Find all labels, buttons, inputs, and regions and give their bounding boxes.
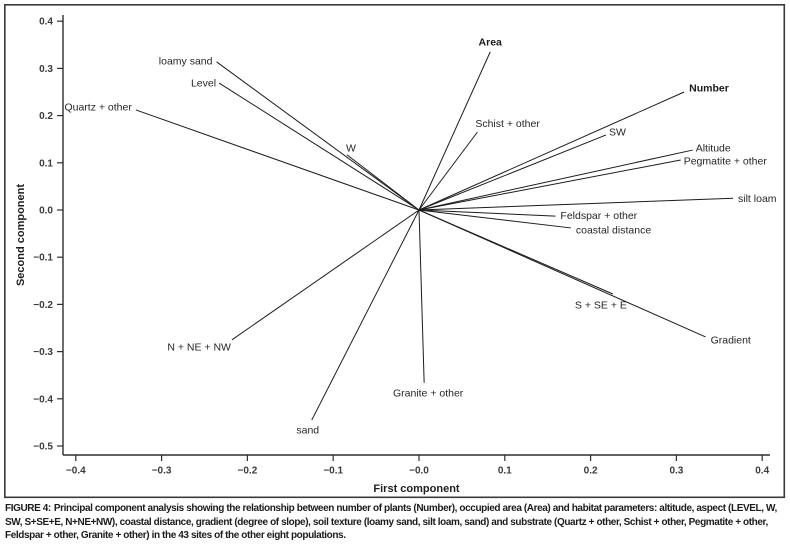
x-tick-label: −0.4 (66, 466, 86, 477)
pca-vector-label-feldspar-other: Feldspar + other (560, 210, 637, 222)
pca-vector-label-area: Area (479, 37, 503, 49)
pca-vector-label-gradient: Gradient (711, 335, 751, 347)
pca-vector-line-coastal-distance (418, 209, 571, 229)
pca-vector-line-gradient (418, 209, 706, 338)
pca-vector-label-w: W (346, 142, 356, 154)
x-tick-label: −0.0 (409, 466, 429, 477)
pca-vector-label-silt-loam: silt loam (738, 193, 777, 205)
y-tick-label: −0.1 (33, 253, 53, 264)
pca-vector-line-w (346, 154, 420, 211)
pca-vector-label-number: Number (689, 83, 729, 95)
y-tick-label: 0.3 (39, 64, 53, 75)
x-tick-label: 0.3 (669, 466, 683, 477)
pca-vector-line-pegmatite-other (418, 159, 681, 211)
pca-vector-line-altitude (418, 149, 693, 211)
pca-biplot-chart: 0.4 0.3 0.2 0.1 0.0 −0.1 −0.2 −0.3 −0.4 −0.5 −0.4 −… (4, 4, 786, 499)
pca-vector-line-feldspar-other (418, 209, 556, 217)
y-tick-label: 0.2 (39, 111, 53, 122)
pca-vector-label-quartz-other: Quartz + other (64, 102, 132, 114)
pca-vector-line-granite-other (418, 209, 425, 383)
x-axis-title: First component (373, 483, 460, 495)
pca-vector-label-sand: sand (296, 425, 319, 437)
pca-vector-line-silt-loam (418, 197, 734, 211)
y-axis-title: Second component (15, 184, 27, 286)
pca-vector-label-coastal-distance: coastal distance (576, 225, 651, 237)
figure-border (4, 4, 786, 499)
y-tick-label: −0.4 (33, 394, 53, 405)
y-tick-label: 0.1 (39, 158, 53, 169)
x-tick-label: 0.4 (755, 466, 769, 477)
x-tick-label: −0.3 (152, 466, 172, 477)
pca-vector-label-altitude: Altitude (696, 143, 731, 155)
pca-vector-label-pegmatite-other: Pegmatite + other (684, 156, 768, 168)
y-tick-label: −0.5 (33, 442, 53, 453)
pca-vector-label-sw: SW (609, 127, 626, 139)
y-tick-label: −0.2 (33, 300, 53, 311)
x-tick-label: −0.1 (323, 466, 343, 477)
pca-vector-line-level (218, 82, 420, 211)
pca-vector-label-n-ne-nw: N + NE + NW (167, 341, 231, 353)
pca-vector-line-sw (418, 134, 607, 211)
pca-vector-label-schist-other: Schist + other (475, 118, 540, 130)
pca-vector-line-n-ne-nw (231, 209, 420, 341)
pca-vector-label-granite-other: Granite + other (393, 387, 464, 399)
pca-vector-label-s-se-e: S + SE + E (575, 300, 627, 312)
x-tick-label: 0.1 (498, 466, 512, 477)
y-tick-label: −0.3 (33, 347, 53, 358)
figure-caption: FIGURE 4: Principal component analysis sh… (5, 502, 786, 543)
pca-vector-line-number (418, 91, 685, 211)
x-tick-label: 0.2 (584, 466, 598, 477)
pca-vector-line-loamy-sand (216, 61, 420, 211)
pca-vector-label-loamy-sand: loamy sand (159, 55, 213, 67)
pca-vector-label-level: Level (191, 78, 216, 90)
pca-vector-line-quartz-other (135, 109, 420, 211)
pca-vector-line-sand (311, 209, 420, 421)
y-tick-label: 0.0 (39, 206, 53, 217)
figure-caption-text: Principal component analysis showing the… (5, 503, 777, 541)
pca-vector-line-area (418, 51, 491, 211)
figure-caption-label: FIGURE 4: (5, 503, 51, 514)
x-tick-label: −0.2 (238, 466, 258, 477)
pca-vector-line-schist-other (418, 131, 478, 211)
y-tick-label: 0.4 (39, 17, 53, 28)
